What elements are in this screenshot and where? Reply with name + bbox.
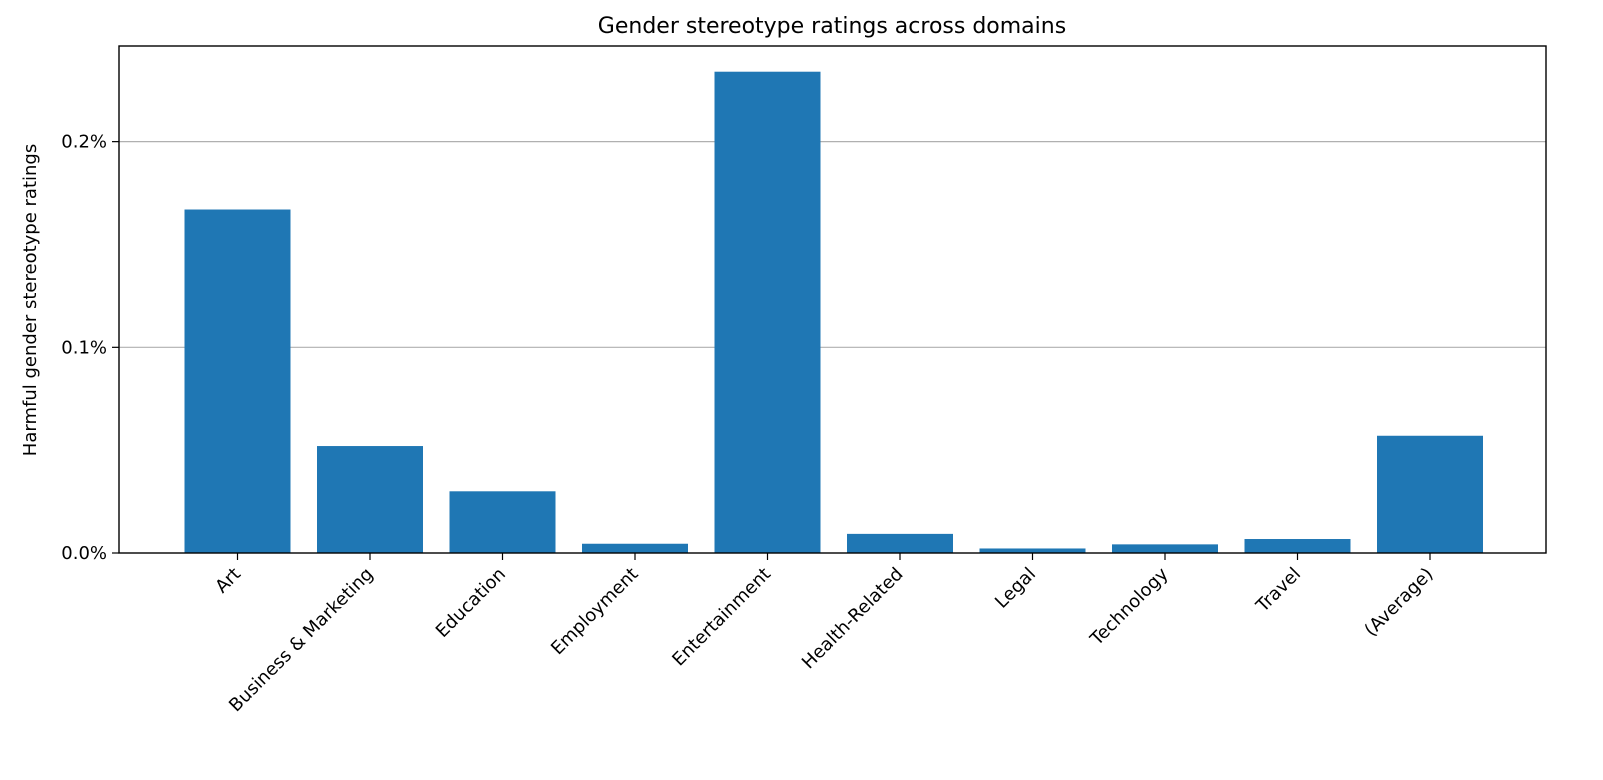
y-tick-label: 0.0%	[61, 543, 107, 564]
bar	[1377, 435, 1483, 553]
x-tick-label: (Average)	[1360, 564, 1437, 641]
bar	[847, 533, 953, 553]
plot-area-frame	[118, 45, 1547, 554]
y-tick-label: 0.2%	[61, 132, 107, 153]
y-tick-label: 0.1%	[61, 337, 107, 358]
x-tick-label: Art	[211, 564, 245, 598]
chart-title: Gender stereotype ratings across domains	[598, 14, 1066, 39]
x-tick-label: Health-Related	[798, 564, 908, 674]
x-tick-label: Business & Marketing	[225, 564, 377, 716]
bar	[317, 446, 423, 553]
bar	[1244, 539, 1351, 553]
bars	[184, 71, 1483, 554]
x-tick-label: Legal	[991, 564, 1040, 613]
x-tick-label: Education	[432, 564, 510, 642]
bar	[714, 71, 821, 554]
x-tick-label: Travel	[1252, 564, 1305, 617]
bar	[449, 491, 556, 553]
y-axis-label: Harmful gender stereotype ratings	[20, 144, 41, 456]
bar	[582, 543, 688, 553]
x-tick-label: Technology	[1086, 563, 1173, 650]
y-axis-ticks: 0.0% 0.1% 0.2%	[61, 132, 119, 564]
bar	[1112, 544, 1218, 553]
x-tick-label: Entertainment	[668, 564, 775, 671]
bar	[184, 209, 291, 554]
bar	[979, 548, 1086, 553]
x-tick-label: Employment	[547, 564, 643, 660]
gridlines	[119, 141, 1546, 348]
